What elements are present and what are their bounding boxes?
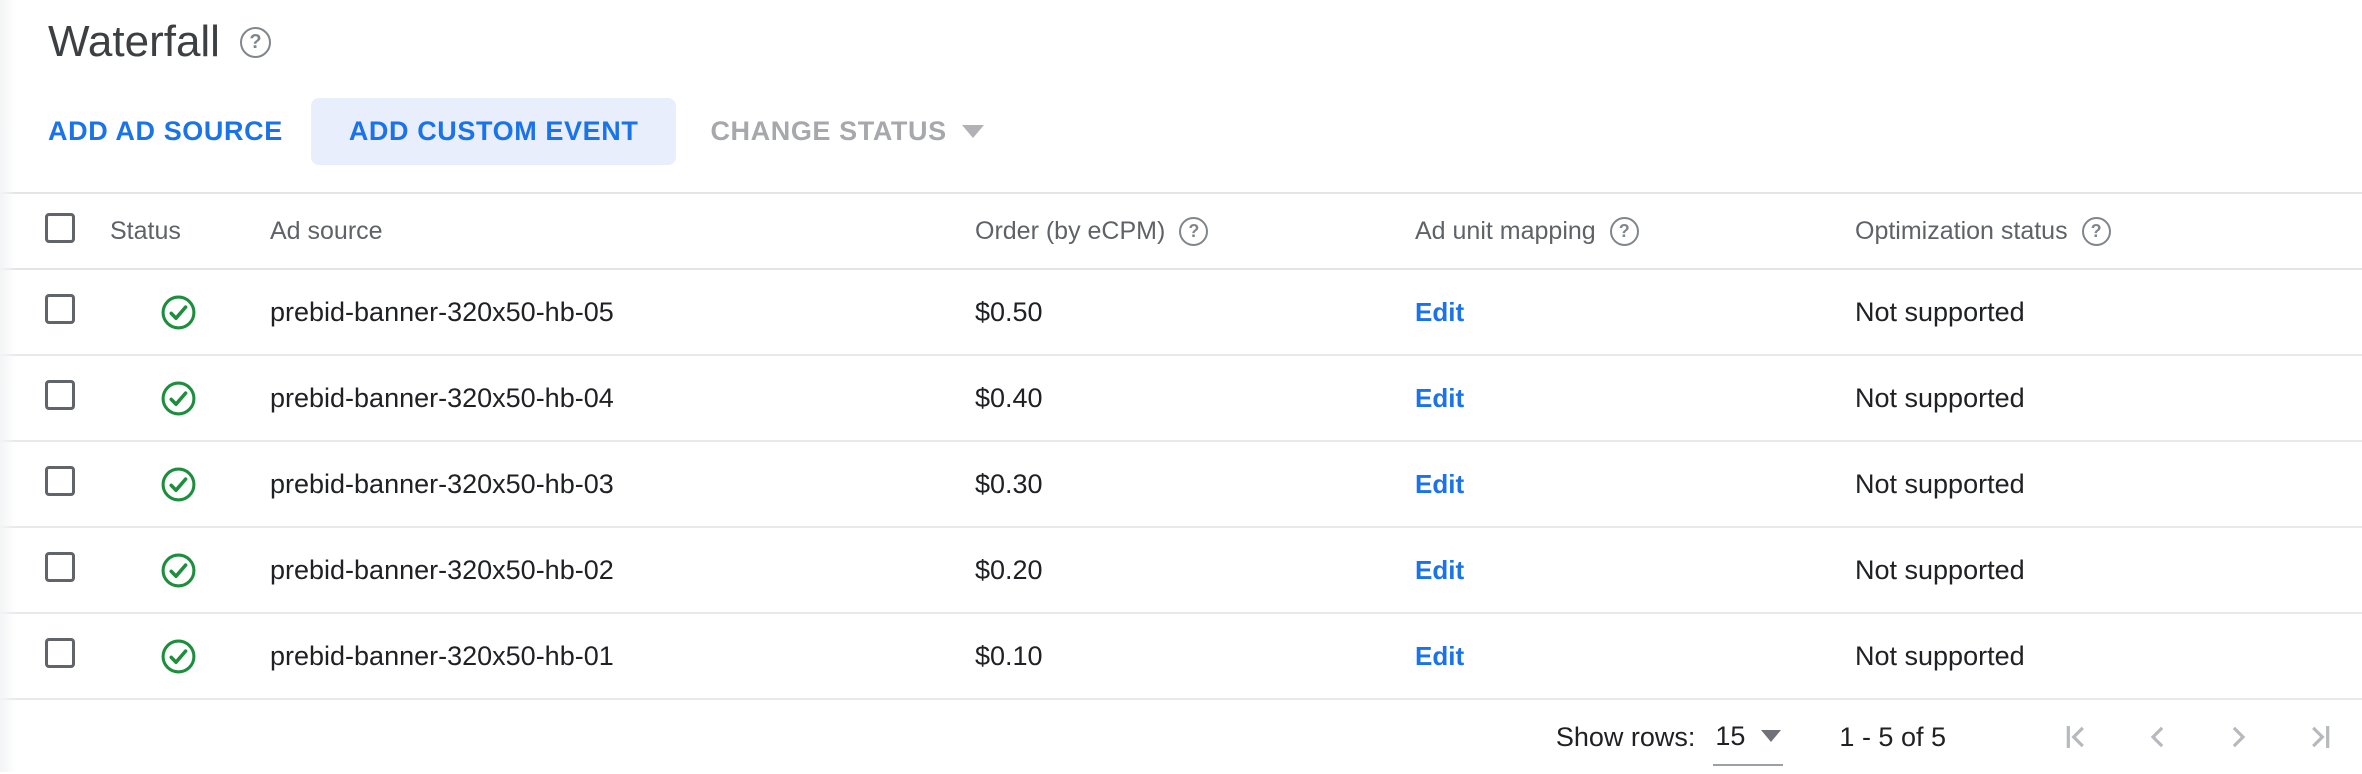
pagination-range: 1 - 5 of 5 <box>1839 721 1946 752</box>
row-checkbox[interactable] <box>45 379 75 410</box>
waterfall-table: Status Ad source Order (by eCPM) ? Ad un… <box>0 192 2362 774</box>
column-header-mapping-label: Ad unit mapping <box>1415 216 1596 245</box>
ecpm-value: $0.10 <box>975 640 1043 671</box>
table-row: prebid-banner-320x50-hb-05 $0.50 Edit No… <box>0 270 2362 356</box>
row-checkbox[interactable] <box>45 551 75 582</box>
first-page-icon <box>2066 726 2084 748</box>
row-checkbox[interactable] <box>45 637 75 668</box>
pagination-controls <box>2010 720 2338 754</box>
ad-unit-mapping-help-icon[interactable]: ? <box>1609 216 1639 246</box>
edit-mapping-link[interactable]: Edit <box>1415 382 1465 413</box>
ecpm-value: $0.20 <box>975 554 1043 585</box>
toolbar: ADD AD SOURCE ADD CUSTOM EVENT CHANGE ST… <box>48 97 2362 165</box>
header-checkbox-cell <box>45 212 110 250</box>
show-rows-label: Show rows: <box>1555 721 1696 752</box>
column-header-optimization-status: Optimization status ? <box>1855 216 2362 246</box>
column-header-ad-source: Ad source <box>270 216 383 245</box>
status-cell <box>110 638 270 675</box>
edit-mapping-link[interactable]: Edit <box>1415 640 1465 671</box>
next-page-button[interactable] <box>2222 720 2256 754</box>
chevron-down-icon <box>1761 730 1782 742</box>
status-enabled-icon <box>161 553 196 587</box>
row-checkbox-cell <box>45 637 110 675</box>
edit-mapping-link[interactable]: Edit <box>1415 468 1465 499</box>
status-cell <box>110 466 270 503</box>
row-checkbox[interactable] <box>45 293 75 324</box>
column-header-status: Status <box>110 216 181 245</box>
last-page-button[interactable] <box>2304 720 2338 754</box>
status-cell <box>110 380 270 417</box>
next-page-icon <box>2232 726 2246 748</box>
table-row: prebid-banner-320x50-hb-02 $0.20 Edit No… <box>0 528 2362 614</box>
status-enabled-icon <box>161 467 196 501</box>
change-status-label: CHANGE STATUS <box>710 115 947 146</box>
waterfall-help-icon[interactable]: ? <box>239 26 271 58</box>
status-enabled-icon <box>161 639 196 673</box>
row-checkbox-cell <box>45 293 110 331</box>
chevron-down-icon <box>961 124 984 138</box>
order-help-icon[interactable]: ? <box>1179 216 1209 246</box>
row-checkbox-cell <box>45 551 110 589</box>
optimization-status-text: Not supported <box>1855 382 2025 413</box>
previous-page-button[interactable] <box>2140 720 2174 754</box>
ad-source-name: prebid-banner-320x50-hb-02 <box>270 554 614 585</box>
rows-per-page-select[interactable]: 15 <box>1713 719 1784 766</box>
column-header-order: Order (by eCPM) ? <box>975 216 1415 246</box>
optimization-status-text: Not supported <box>1855 468 2025 499</box>
previous-page-icon <box>2150 726 2164 748</box>
ecpm-value: $0.40 <box>975 382 1043 413</box>
page-header: Waterfall ? <box>0 0 2362 64</box>
ecpm-value: $0.50 <box>975 296 1043 327</box>
status-cell <box>110 294 270 331</box>
first-page-button[interactable] <box>2058 720 2092 754</box>
ad-source-name: prebid-banner-320x50-hb-05 <box>270 296 614 327</box>
optimization-status-text: Not supported <box>1855 640 2025 671</box>
add-custom-event-button[interactable]: ADD CUSTOM EVENT <box>310 97 677 165</box>
row-checkbox[interactable] <box>45 465 75 496</box>
ecpm-value: $0.30 <box>975 468 1043 499</box>
select-all-checkbox[interactable] <box>45 212 75 243</box>
ad-source-name: prebid-banner-320x50-hb-03 <box>270 468 614 499</box>
table-row: prebid-banner-320x50-hb-01 $0.10 Edit No… <box>0 614 2362 700</box>
status-enabled-icon <box>161 295 196 329</box>
column-header-optimization-label: Optimization status <box>1855 216 2068 245</box>
add-ad-source-button[interactable]: ADD AD SOURCE <box>48 115 283 146</box>
table-footer: Show rows: 15 1 - 5 of 5 <box>0 700 2362 774</box>
optimization-status-text: Not supported <box>1855 296 2025 327</box>
table-row: prebid-banner-320x50-hb-03 $0.30 Edit No… <box>0 442 2362 528</box>
page-title: Waterfall <box>48 17 220 66</box>
table-row: prebid-banner-320x50-hb-04 $0.40 Edit No… <box>0 356 2362 442</box>
status-cell <box>110 552 270 589</box>
edit-mapping-link[interactable]: Edit <box>1415 554 1465 585</box>
ad-source-name: prebid-banner-320x50-hb-01 <box>270 640 614 671</box>
optimization-status-text: Not supported <box>1855 554 2025 585</box>
last-page-icon <box>2312 726 2330 748</box>
ad-source-name: prebid-banner-320x50-hb-04 <box>270 382 614 413</box>
optimization-help-icon[interactable]: ? <box>2081 216 2111 246</box>
column-header-order-label: Order (by eCPM) <box>975 216 1166 245</box>
row-checkbox-cell <box>45 465 110 503</box>
row-checkbox-cell <box>45 379 110 417</box>
edit-mapping-link[interactable]: Edit <box>1415 296 1465 327</box>
table-header-row: Status Ad source Order (by eCPM) ? Ad un… <box>0 192 2362 270</box>
change-status-button[interactable]: CHANGE STATUS <box>710 115 984 146</box>
column-header-ad-unit-mapping: Ad unit mapping ? <box>1415 216 1855 246</box>
status-enabled-icon <box>161 381 196 415</box>
rows-per-page-value: 15 <box>1715 720 1746 751</box>
